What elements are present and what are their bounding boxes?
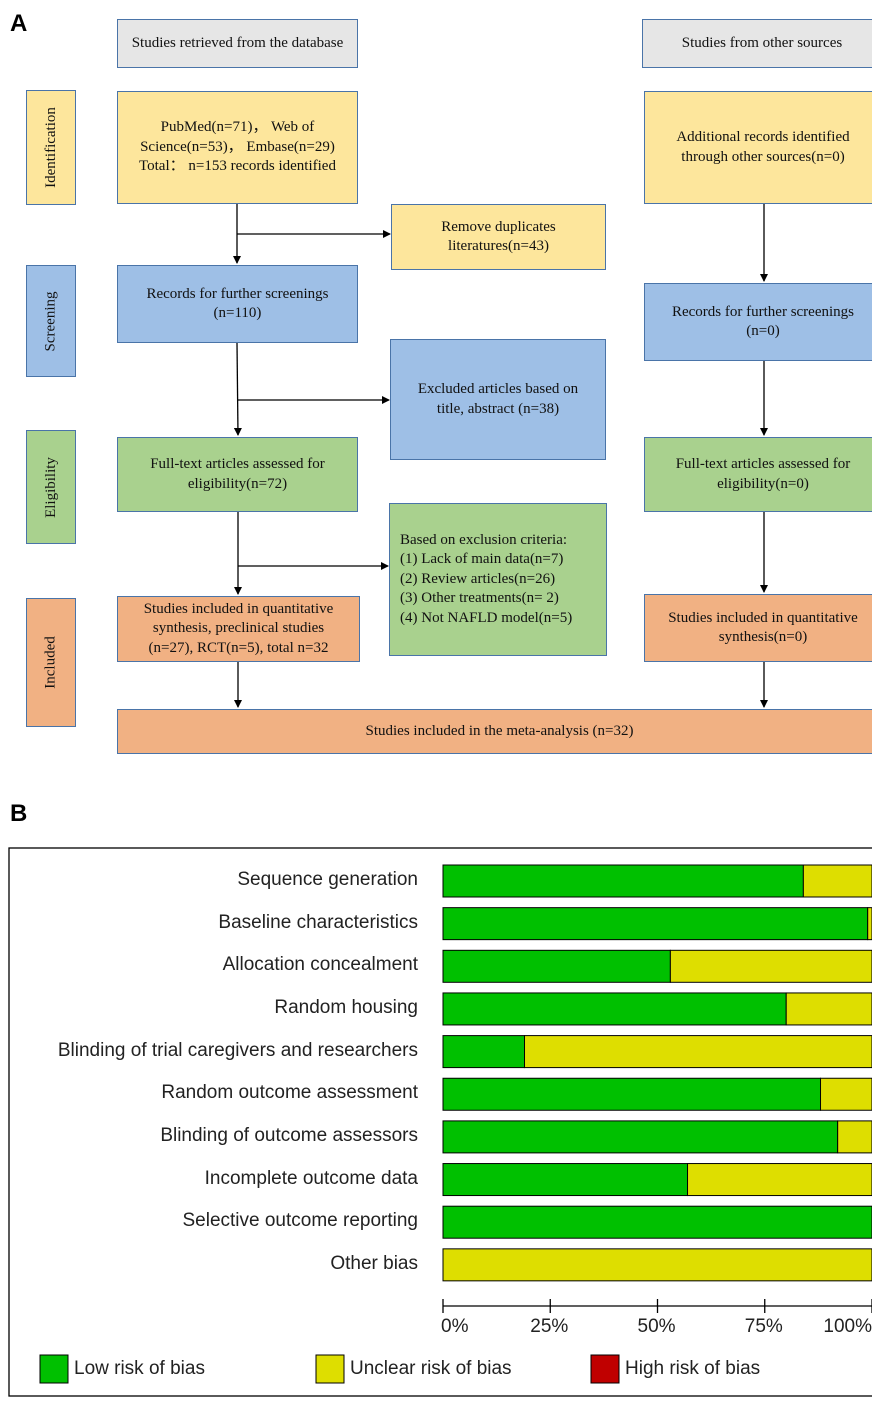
bar-segment xyxy=(442,992,787,1026)
bar-segment xyxy=(524,1035,872,1069)
flow-arrows xyxy=(233,204,768,708)
meta-analysis-text: Studies included in the meta-analysis (n… xyxy=(365,722,634,739)
included-other-box: Studies included in quantitative synthes… xyxy=(644,594,872,662)
row-label: Baseline characteristics xyxy=(218,911,418,933)
screening-database-line: Records for further screenings xyxy=(146,285,329,302)
row-label: Random outcome assessment xyxy=(161,1082,418,1104)
x-tick-label: 100% xyxy=(823,1316,872,1337)
row-label: Blinding of trial caregivers and researc… xyxy=(57,1039,418,1061)
x-tick-label: 25% xyxy=(530,1316,569,1337)
exclusion-criteria-line: (4) Not NAFLD model(n=5) xyxy=(400,609,573,626)
included-database-line: (n=27), RCT(n=5), total n=32 xyxy=(148,639,329,656)
eligibility-database-box: Full-text articles assessed for eligibil… xyxy=(117,437,358,512)
identification-other-line: Additional records identified xyxy=(676,129,850,145)
screening-other-line: (n=0) xyxy=(746,323,780,339)
bar-segment xyxy=(442,1248,872,1282)
legend-swatch xyxy=(315,1354,345,1384)
included-database-line: Studies included in quantitative xyxy=(143,600,334,617)
bar-segment xyxy=(837,1120,872,1154)
panel-a-letter: A xyxy=(10,10,28,37)
identification-database-line: Total： n=153 records identified xyxy=(139,158,336,175)
stage-eligibility: Eligibility xyxy=(26,430,76,544)
bar-segment xyxy=(802,864,872,898)
excluded-title-line: Excluded articles based on xyxy=(417,381,579,397)
row-label: Incomplete outcome data xyxy=(204,1167,418,1189)
row-label: Sequence generation xyxy=(237,869,418,890)
bar-segment xyxy=(442,864,804,898)
arrow-screening-to-eligibility xyxy=(233,342,242,436)
header-other-sources: Studies from other sources xyxy=(642,19,872,68)
bar-segment xyxy=(442,1035,526,1069)
legend-label: High risk of bias xyxy=(625,1358,761,1379)
header-database-text: Studies retrieved from the database xyxy=(131,34,344,51)
eligibility-other-line: Full-text articles assessed for xyxy=(675,456,851,472)
exclusion-criteria-line: (1) Lack of main data(n=7) xyxy=(400,551,564,568)
panel-b-letter: B xyxy=(10,800,28,827)
row-label: Selective outcome reporting xyxy=(182,1210,418,1232)
bar-segment xyxy=(442,1163,689,1197)
row-label: Other bias xyxy=(330,1252,418,1274)
bar-segment xyxy=(687,1163,872,1197)
header-other-sources-text: Studies from other sources xyxy=(681,34,843,51)
meta-analysis-box: Studies included in the meta-analysis (n… xyxy=(117,709,872,754)
excluded-title-line: title, abstract (n=38) xyxy=(436,400,560,417)
bar-segment xyxy=(442,1077,822,1111)
bar-segment xyxy=(820,1077,872,1111)
row-label: Allocation concealment xyxy=(222,954,418,976)
duplicates-line: literatures(n=43) xyxy=(448,238,549,254)
chart-frame xyxy=(8,847,872,1397)
header-database: Studies retrieved from the database xyxy=(117,19,358,68)
screening-database-box: Records for further screenings (n=110) xyxy=(117,265,358,343)
exclusion-criteria-line: (2) Review articles(n=26) xyxy=(400,570,556,587)
screening-other-line: Records for further screenings xyxy=(671,303,854,320)
identification-other-box: Additional records identified through ot… xyxy=(644,91,872,204)
duplicates-box: Remove duplicates literatures(n=43) xyxy=(391,204,606,270)
row-label: Random housing xyxy=(274,996,418,1018)
eligibility-database-line: eligibility(n=72) xyxy=(187,475,288,492)
exclusion-criteria-box: Based on exclusion criteria: (1) Lack of… xyxy=(389,503,607,656)
stage-included: Included xyxy=(26,598,76,727)
identification-database-box: PubMed(n=71)， Web of Science(n=53)， Emba… xyxy=(117,91,358,204)
x-tick-label: 0% xyxy=(441,1316,469,1337)
excluded-title-box: Excluded articles based on title, abstra… xyxy=(390,339,606,460)
legend-swatch xyxy=(39,1354,69,1384)
screening-other-box: Records for further screenings (n=0) xyxy=(644,283,872,361)
bar-segment xyxy=(442,907,869,941)
duplicates-line: Remove duplicates xyxy=(441,218,556,235)
exclusion-criteria-line: Based on exclusion criteria: xyxy=(400,531,568,548)
x-tick-label: 75% xyxy=(744,1316,783,1337)
eligibility-database-line: Full-text articles assessed for xyxy=(150,456,325,472)
screening-database-line: (n=110) xyxy=(213,305,262,321)
stage-screening: Screening xyxy=(26,265,76,377)
legend-label: Unclear risk of bias xyxy=(350,1358,512,1379)
legend-swatch xyxy=(590,1354,620,1384)
stage-identification: Identification xyxy=(26,90,76,205)
bar-segment xyxy=(669,949,872,983)
included-other-line: Studies included in quantitative xyxy=(668,609,858,626)
identification-other-line: through other sources(n=0) xyxy=(681,148,845,165)
identification-database-line: Science(n=53)， Embase(n=29) xyxy=(140,138,335,155)
identification-database-line: PubMed(n=71)， Web of xyxy=(160,119,315,136)
included-database-box: Studies included in quantitative synthes… xyxy=(117,596,360,662)
included-other-line: synthesis(n=0) xyxy=(718,629,808,645)
bar-segment xyxy=(867,907,872,941)
x-tick-label: 50% xyxy=(637,1316,676,1337)
bar-segment xyxy=(785,992,872,1026)
eligibility-other-line: eligibility(n=0) xyxy=(717,475,809,492)
bar-segment xyxy=(442,1120,839,1154)
bar-segment xyxy=(442,1205,872,1239)
legend-label: Low risk of bias xyxy=(74,1358,205,1379)
included-database-line: synthesis, preclinical studies xyxy=(152,620,325,637)
eligibility-other-box: Full-text articles assessed for eligibil… xyxy=(644,437,872,512)
bar-segment xyxy=(442,949,671,983)
exclusion-criteria-line: (3) Other treatments(n= 2) xyxy=(400,590,559,607)
row-label: Blinding of outcome assessors xyxy=(160,1124,418,1146)
